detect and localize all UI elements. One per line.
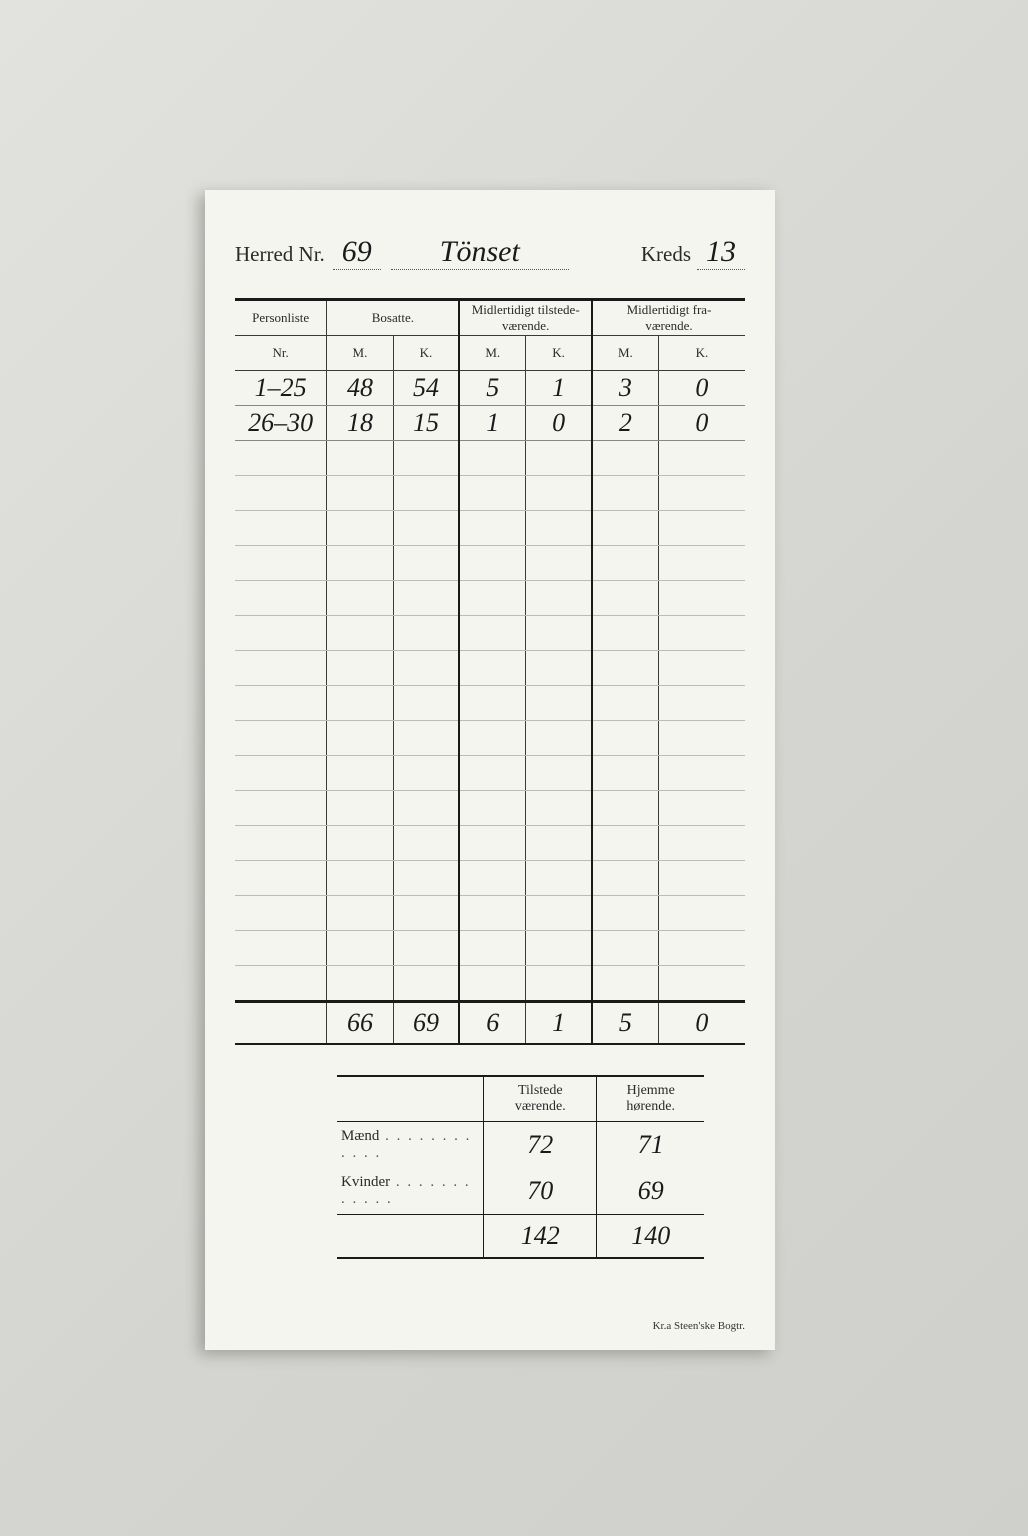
cell-value: 5 bbox=[486, 373, 499, 402]
header-line: Herred Nr. 69 Tönset Kreds 13 bbox=[235, 235, 745, 270]
cell-value: 0 bbox=[695, 373, 708, 402]
summary-row: Kvinder 70 69 bbox=[337, 1168, 704, 1215]
col-nr: Nr. bbox=[235, 336, 327, 371]
label-kreds: Kreds bbox=[641, 242, 691, 267]
col-fra-k: K. bbox=[658, 336, 745, 371]
cell-value: 1–25 bbox=[255, 373, 307, 402]
value-herred-nr: 69 bbox=[333, 235, 381, 270]
label-herred: Herred Nr. bbox=[235, 242, 325, 267]
table-row-blank bbox=[235, 756, 745, 791]
cell-value: 2 bbox=[619, 408, 632, 437]
main-table: Personliste Bosatte. Midlertidigt tilste… bbox=[235, 298, 745, 1045]
sum-tot-tilstede: 142 bbox=[521, 1221, 560, 1250]
tot-bos-k: 69 bbox=[413, 1008, 439, 1037]
col-fra-m: M. bbox=[592, 336, 658, 371]
cell-value: 48 bbox=[347, 373, 373, 402]
cell-value: 18 bbox=[347, 408, 373, 437]
col-til-k: K. bbox=[526, 336, 592, 371]
tot-bos-m: 66 bbox=[347, 1008, 373, 1037]
col-bos-k: K. bbox=[393, 336, 459, 371]
cell-value: 3 bbox=[619, 373, 632, 402]
cell-value: 15 bbox=[413, 408, 439, 437]
col-til-m: M. bbox=[459, 336, 525, 371]
cell-value: 0 bbox=[695, 408, 708, 437]
table-row: 26–30 18 15 1 0 2 0 bbox=[235, 406, 745, 441]
cell-value: 1 bbox=[486, 408, 499, 437]
table-row-blank bbox=[235, 581, 745, 616]
table-row-blank bbox=[235, 791, 745, 826]
table-row-blank bbox=[235, 966, 745, 1002]
col-midl-tilstede: Midlertidigt tilstede- værende. bbox=[459, 300, 592, 336]
table-row-blank bbox=[235, 546, 745, 581]
summary-label: Mænd bbox=[337, 1122, 484, 1169]
sum-col-hjemme: Hjemme hørende. bbox=[597, 1076, 704, 1122]
table-row-blank bbox=[235, 931, 745, 966]
col-bos-m: M. bbox=[327, 336, 393, 371]
summary-label: Kvinder bbox=[337, 1168, 484, 1215]
summary-row: Mænd 72 71 bbox=[337, 1122, 704, 1169]
sum-tot-hjemme: 140 bbox=[631, 1221, 670, 1250]
table-row-blank bbox=[235, 651, 745, 686]
tot-fra-k: 0 bbox=[695, 1008, 708, 1037]
col-midl-fra: Midlertidigt fra- værende. bbox=[592, 300, 745, 336]
summary-value: 72 bbox=[527, 1130, 553, 1159]
cell-value: 0 bbox=[552, 408, 565, 437]
summary-totals-row: 142 140 bbox=[337, 1215, 704, 1259]
table-row: 1–25 48 54 5 1 3 0 bbox=[235, 371, 745, 406]
summary-value: 71 bbox=[638, 1130, 664, 1159]
col-personliste: Personliste bbox=[235, 300, 327, 336]
cell-value: 1 bbox=[552, 373, 565, 402]
col-bosatte: Bosatte. bbox=[327, 300, 460, 336]
cell-value: 54 bbox=[413, 373, 439, 402]
table-row-blank bbox=[235, 826, 745, 861]
table-row-blank bbox=[235, 686, 745, 721]
value-kreds-nr: 13 bbox=[697, 235, 745, 270]
photo-background: Herred Nr. 69 Tönset Kreds 13 Personlist… bbox=[0, 0, 1028, 1536]
summary-value: 69 bbox=[638, 1176, 664, 1205]
tot-til-k: 1 bbox=[552, 1008, 565, 1037]
table-row-blank bbox=[235, 616, 745, 651]
summary-value: 70 bbox=[527, 1176, 553, 1205]
table-row-blank bbox=[235, 511, 745, 546]
cell-value: 26–30 bbox=[248, 408, 313, 437]
value-herred-name: Tönset bbox=[391, 235, 569, 270]
totals-row: 66 69 6 1 5 0 bbox=[235, 1002, 745, 1045]
table-row-blank bbox=[235, 476, 745, 511]
table-row-blank bbox=[235, 896, 745, 931]
tot-til-m: 6 bbox=[486, 1008, 499, 1037]
sum-col-tilstede: Tilstede værende. bbox=[484, 1076, 597, 1122]
summary-table: Tilstede værende. Hjemme hørende. Mænd 72… bbox=[337, 1075, 704, 1259]
tot-fra-m: 5 bbox=[619, 1008, 632, 1037]
printer-imprint: Kr.a Steen'ske Bogtr. bbox=[653, 1320, 745, 1332]
document-sheet: Herred Nr. 69 Tönset Kreds 13 Personlist… bbox=[205, 190, 775, 1350]
table-row-blank bbox=[235, 441, 745, 476]
table-row-blank bbox=[235, 861, 745, 896]
table-row-blank bbox=[235, 721, 745, 756]
